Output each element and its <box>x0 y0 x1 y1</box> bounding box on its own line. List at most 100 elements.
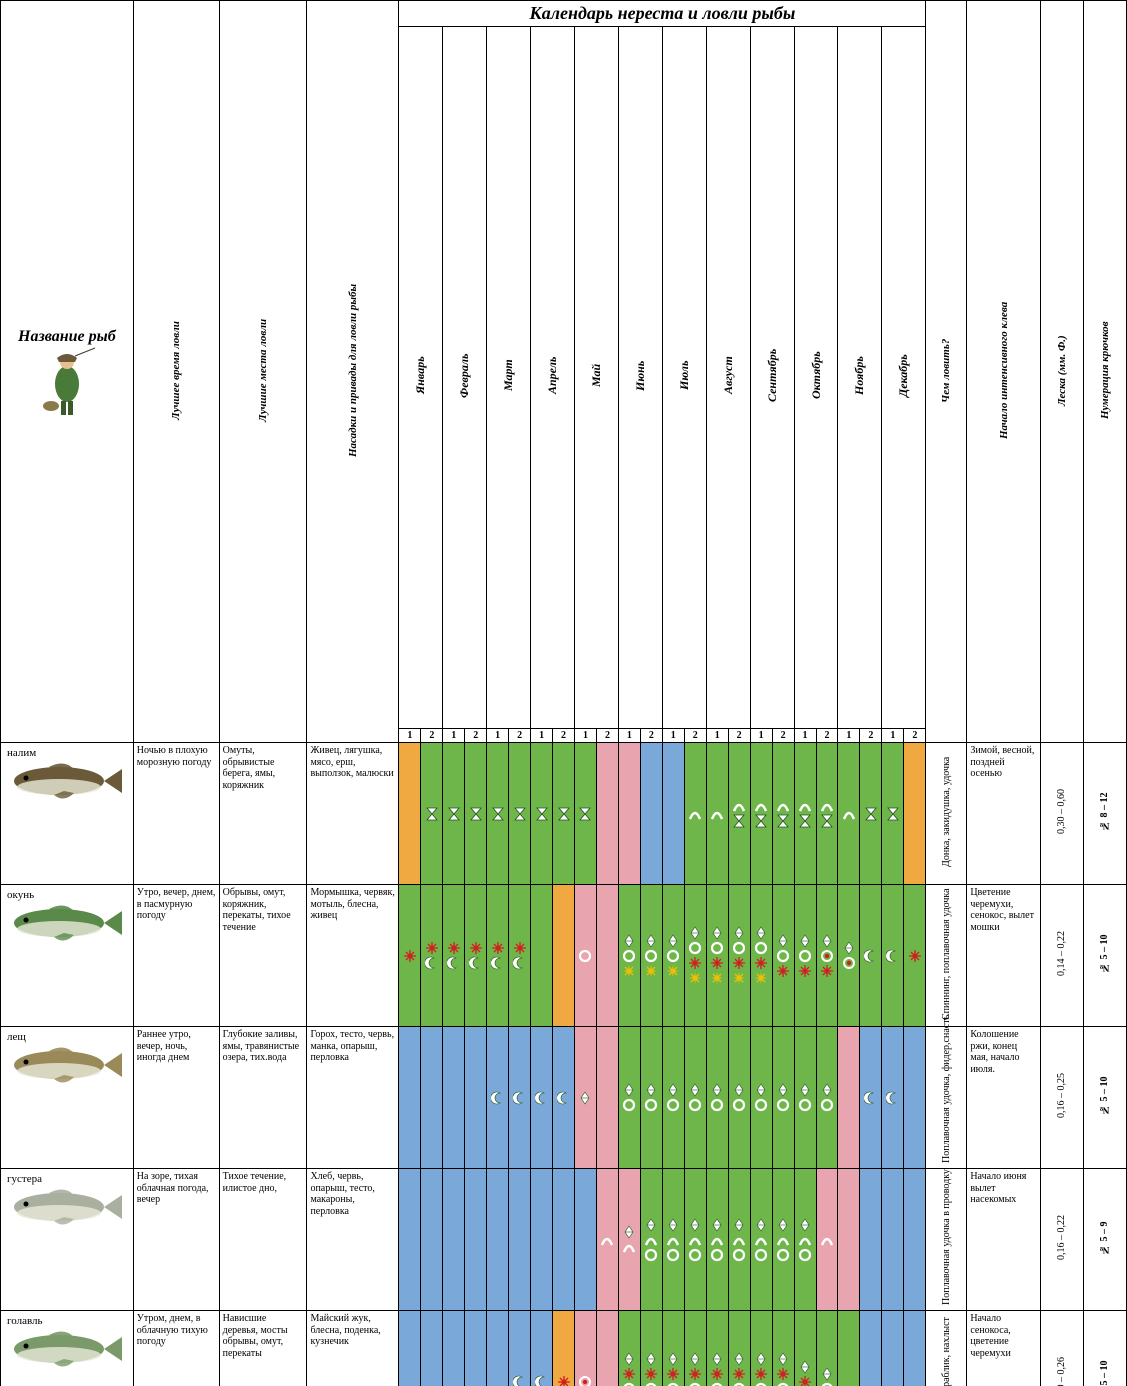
fish-row-2: лещ Раннее утро, вечер, ночь, иногда дне… <box>1 1027 1127 1169</box>
cal-cell <box>750 1027 772 1169</box>
arch-icon <box>622 1240 636 1254</box>
cal-cell <box>421 885 443 1027</box>
diamond-icon <box>754 1218 768 1232</box>
hourglass-icon <box>469 807 483 821</box>
cal-cell <box>640 1169 662 1311</box>
diamond-icon <box>622 1352 636 1366</box>
cal-cell <box>487 1027 509 1169</box>
diamond-icon <box>732 1083 746 1097</box>
star_yellow-icon <box>754 971 768 985</box>
month-2: Март <box>487 27 531 729</box>
circle_ring-icon <box>754 941 768 955</box>
cal-cell <box>662 1311 684 1386</box>
diamond-icon <box>666 934 680 948</box>
circle_ring-icon <box>622 1098 636 1112</box>
cal-cell <box>618 743 640 885</box>
arch-icon <box>732 799 746 813</box>
cal-cell <box>443 1027 465 1169</box>
half-3-0: 1 <box>531 729 553 743</box>
header-line: Леска (мм. Ф.) <box>1040 1 1083 743</box>
cal-cell <box>531 1027 553 1169</box>
half-10-1: 2 <box>860 729 882 743</box>
cal-cell <box>882 1311 904 1386</box>
cal-cell <box>553 1311 575 1386</box>
best-time-cell: Утром, днем, в облачную тихую погоду <box>133 1311 219 1386</box>
circle_ring-icon <box>776 1248 790 1262</box>
diamond-icon <box>820 1083 834 1097</box>
star_yellow-icon <box>688 971 702 985</box>
fish-name: налим <box>4 745 130 761</box>
best-time-cell: На зоре, тихая облачная погода, вечер <box>133 1169 219 1311</box>
star_yellow-icon <box>622 964 636 978</box>
cal-cell <box>904 1311 926 1386</box>
circle_ring-icon <box>776 1098 790 1112</box>
diamond-icon <box>754 1352 768 1366</box>
cal-cell <box>772 743 794 885</box>
arch-icon <box>842 807 856 821</box>
cal-cell <box>750 885 772 1027</box>
circle_ring-icon <box>688 1098 702 1112</box>
month-7: Август <box>706 27 750 729</box>
month-11: Декабрь <box>882 27 926 729</box>
star_red-icon <box>447 941 461 955</box>
arch-icon <box>820 1233 834 1247</box>
star_red-icon <box>688 956 702 970</box>
hourglass-icon <box>798 814 812 828</box>
fish-name: густера <box>4 1171 130 1187</box>
line-cell: 0,16 – 0,22 <box>1040 1169 1083 1311</box>
star_red-icon <box>732 956 746 970</box>
diamond-icon <box>644 1218 658 1232</box>
moon-icon <box>535 1375 549 1386</box>
diamond-icon <box>710 926 724 940</box>
baits-cell: Майский жук, блесна, поденка, кузнечик <box>307 1311 399 1386</box>
fish-name: окунь <box>4 887 130 903</box>
arch-icon <box>798 799 812 813</box>
hook-cell: № 5 – 10 <box>1083 1027 1126 1169</box>
half-11-0: 1 <box>882 729 904 743</box>
circle_ring-icon <box>754 1098 768 1112</box>
star_red-icon <box>776 964 790 978</box>
cal-cell <box>618 1169 640 1311</box>
star_red-icon <box>622 1367 636 1381</box>
cal-cell <box>706 885 728 1027</box>
cal-cell <box>838 885 860 1027</box>
cal-cell <box>640 1311 662 1386</box>
diamond-icon <box>666 1083 680 1097</box>
half-7-1: 2 <box>728 729 750 743</box>
hourglass-icon <box>425 807 439 821</box>
diamond-icon <box>820 1367 834 1381</box>
hourglass-icon <box>557 807 571 821</box>
circle_ring-icon <box>776 949 790 963</box>
half-4-1: 2 <box>596 729 618 743</box>
diamond-icon <box>710 1218 724 1232</box>
diamond-icon <box>776 1083 790 1097</box>
calendar-title: Календарь нереста и ловли рыбы <box>399 1 926 27</box>
circle_ring-icon <box>820 1098 834 1112</box>
cal-cell <box>509 1311 531 1386</box>
half-11-1: 2 <box>904 729 926 743</box>
diamond-icon <box>732 1352 746 1366</box>
cal-cell <box>860 1311 882 1386</box>
month-5: Июнь <box>618 27 662 729</box>
cal-cell <box>465 1169 487 1311</box>
diamond-icon <box>622 1083 636 1097</box>
hourglass-icon <box>754 814 768 828</box>
star_red-icon <box>798 1375 812 1386</box>
fish-icon <box>4 761 124 801</box>
cal-cell <box>772 1027 794 1169</box>
best-places-cell: Омуты, обрывистые берега, ямы, коряжник <box>219 743 307 885</box>
cal-cell <box>487 743 509 885</box>
how-cell: Спиннинг, поплавочная удочка <box>926 885 967 1027</box>
cal-cell <box>399 1311 421 1386</box>
cal-cell <box>465 743 487 885</box>
cal-cell <box>728 743 750 885</box>
star_red-icon <box>732 1367 746 1381</box>
moon-icon <box>557 1091 571 1105</box>
cal-cell <box>860 1027 882 1169</box>
star_yellow-icon <box>710 971 724 985</box>
moon-icon <box>886 949 900 963</box>
header-how: Чем ловить? <box>926 1 967 743</box>
cal-cell <box>882 885 904 1027</box>
month-0: Январь <box>399 27 443 729</box>
cal-cell <box>904 1169 926 1311</box>
